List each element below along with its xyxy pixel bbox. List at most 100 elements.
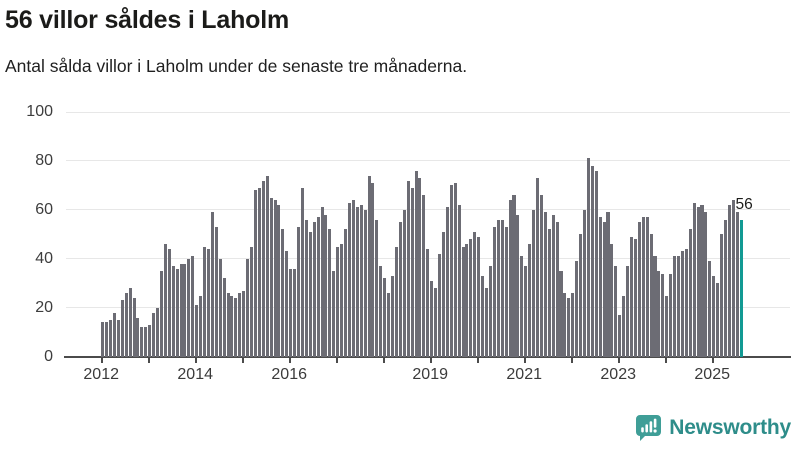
bar — [293, 268, 297, 357]
bar — [606, 212, 610, 357]
bar — [473, 231, 477, 357]
bar — [132, 297, 136, 357]
bar — [199, 295, 203, 357]
bar — [477, 236, 481, 357]
bar — [269, 197, 273, 357]
bar — [261, 180, 265, 357]
y-axis-label: 40 — [35, 249, 53, 267]
last-bar-value-label: 56 — [735, 195, 753, 213]
bar — [156, 307, 160, 357]
bar — [218, 258, 222, 357]
bar — [586, 158, 590, 357]
chart-subtitle: Antal sålda villor i Laholm under de sen… — [5, 56, 468, 76]
bar — [579, 234, 583, 357]
bar — [735, 212, 739, 357]
x-axis-tick-2022 — [570, 358, 573, 364]
y-axis-label: 60 — [35, 200, 53, 218]
bar — [285, 251, 289, 357]
bar — [539, 195, 543, 357]
bar — [304, 219, 308, 357]
bar — [449, 185, 453, 357]
y-axis-label: 80 — [35, 151, 53, 169]
bar — [571, 293, 575, 357]
bar — [136, 317, 140, 357]
bar — [410, 187, 414, 357]
x-axis-tick-2012 — [100, 358, 103, 364]
x-axis-label-2019: 2019 — [412, 366, 448, 383]
bar — [727, 204, 731, 357]
x-axis-label-2012: 2012 — [83, 366, 119, 383]
bar — [328, 229, 332, 357]
bar — [144, 327, 148, 357]
bar — [101, 322, 105, 357]
bar — [723, 219, 727, 357]
x-axis-label-2025: 2025 — [694, 366, 730, 383]
bar — [312, 222, 316, 357]
bar — [614, 266, 618, 357]
bar — [485, 288, 489, 357]
bar — [563, 293, 567, 357]
x-axis-tick-2017 — [335, 358, 338, 364]
bar — [332, 271, 336, 357]
bar — [637, 222, 641, 357]
gridline-y-100 — [66, 111, 790, 113]
bar — [543, 212, 547, 357]
y-axis-label: 0 — [44, 347, 53, 365]
bar — [594, 170, 598, 357]
bar — [124, 293, 128, 357]
bar — [657, 271, 661, 357]
bar — [297, 227, 301, 357]
x-axis-label-2023: 2023 — [600, 366, 636, 383]
bar — [387, 293, 391, 357]
bar — [414, 170, 418, 357]
bar — [195, 305, 199, 357]
x-axis-tick-2016 — [288, 358, 291, 364]
bar — [371, 182, 375, 357]
bar — [210, 212, 214, 357]
bar — [253, 190, 257, 357]
bar — [120, 300, 124, 357]
bar — [167, 249, 171, 357]
bar — [363, 209, 367, 357]
bar — [187, 258, 191, 357]
bar — [222, 278, 226, 357]
bar — [618, 315, 622, 357]
bar — [441, 231, 445, 357]
bar — [105, 322, 109, 357]
bar — [684, 249, 688, 357]
bar — [453, 182, 457, 357]
bar — [575, 261, 579, 357]
newsworthy-logo[interactable]: Newsworthy — [635, 414, 791, 441]
bar — [116, 319, 120, 357]
page-title: 56 villor såldes i Laholm — [5, 6, 290, 34]
bar — [355, 207, 359, 357]
x-axis-label-2014: 2014 — [177, 366, 213, 383]
bar — [649, 234, 653, 357]
bar — [128, 288, 132, 357]
y-axis-label: 20 — [35, 298, 53, 316]
bar — [336, 246, 340, 357]
bar — [152, 312, 156, 357]
bar — [496, 219, 500, 357]
bar — [528, 244, 532, 357]
bar — [398, 222, 402, 357]
bar — [250, 246, 254, 357]
bar — [445, 207, 449, 357]
gridline-y-60 — [66, 209, 790, 211]
bar — [524, 266, 528, 357]
bar — [340, 244, 344, 357]
highlighted-bar — [739, 219, 743, 357]
bar — [418, 178, 422, 357]
x-axis-label-2016: 2016 — [271, 366, 307, 383]
bar — [140, 327, 144, 357]
bar — [308, 231, 312, 357]
bar — [265, 175, 269, 357]
bar — [457, 204, 461, 357]
bar — [379, 266, 383, 357]
bar — [214, 227, 218, 357]
bar — [226, 293, 230, 357]
x-axis-tick-2013 — [147, 358, 150, 364]
bar — [112, 312, 116, 357]
bar — [680, 251, 684, 357]
